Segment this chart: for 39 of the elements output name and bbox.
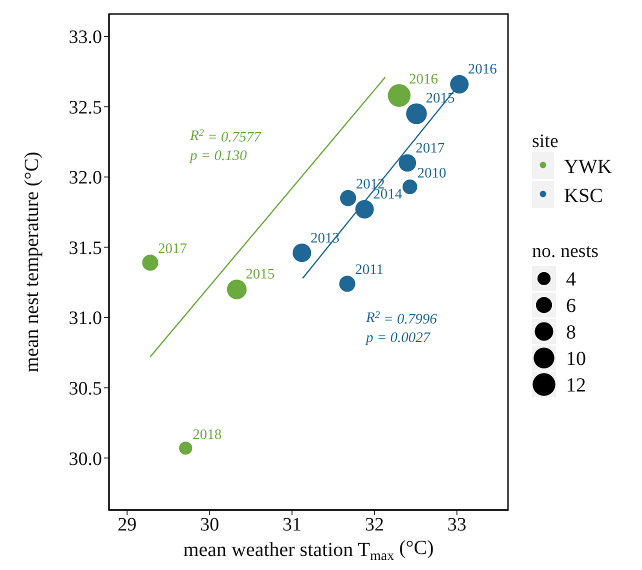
y-tick-label: 30.0 xyxy=(68,448,102,470)
annotation: 2017 xyxy=(158,240,188,257)
x-tick-label: 32 xyxy=(364,514,384,536)
annotation: 2015 xyxy=(246,266,275,282)
annotation: 2016 xyxy=(468,62,497,78)
annotation: 2011 xyxy=(355,262,384,278)
x-tick-label: 30 xyxy=(200,514,220,536)
y-tick-label: 31.5 xyxy=(68,238,102,259)
annotation: R$^{2}$ = 0.7577 xyxy=(189,128,262,146)
annotation: R$^{2}$ = 0.7996 xyxy=(365,310,438,328)
y-axis-title: mean nest temperature (°C) xyxy=(21,152,43,372)
y-tick-label: 31.0 xyxy=(68,308,102,330)
x-tick-label: 31 xyxy=(282,514,302,536)
annotation: 2017 xyxy=(416,140,445,157)
point xyxy=(355,200,374,219)
annotation: p = 0.0027 xyxy=(365,330,431,346)
x-axis-title: mean weather station T$_{max}$ (°C) xyxy=(183,537,434,564)
annotation: 2018 xyxy=(192,427,222,444)
y-tick-label: 32.5 xyxy=(68,97,102,118)
x-tick-label: 33 xyxy=(447,514,466,536)
legend-label: 4 xyxy=(566,268,576,290)
legend-title: site xyxy=(532,131,558,152)
annotation: 2016 xyxy=(408,72,438,88)
annotation: 2010 xyxy=(417,165,446,182)
text: no. nests xyxy=(532,241,598,262)
annotation: p = 0.130 xyxy=(189,148,248,164)
legend-label: 10 xyxy=(566,348,586,370)
x-tick-label: 29 xyxy=(118,514,137,536)
legend-label: KSC xyxy=(564,185,603,207)
point xyxy=(292,244,312,262)
y-tick-label: 30.5 xyxy=(68,378,102,400)
y-tick-label: 33.0 xyxy=(68,27,102,48)
y-tick-label: 32.0 xyxy=(68,168,102,189)
legend-label: 8 xyxy=(566,322,576,344)
legend-label: 6 xyxy=(566,295,576,317)
legend-label: 12 xyxy=(566,374,586,396)
point xyxy=(450,75,469,94)
legend-label: YWK xyxy=(564,156,612,178)
point xyxy=(398,154,416,172)
